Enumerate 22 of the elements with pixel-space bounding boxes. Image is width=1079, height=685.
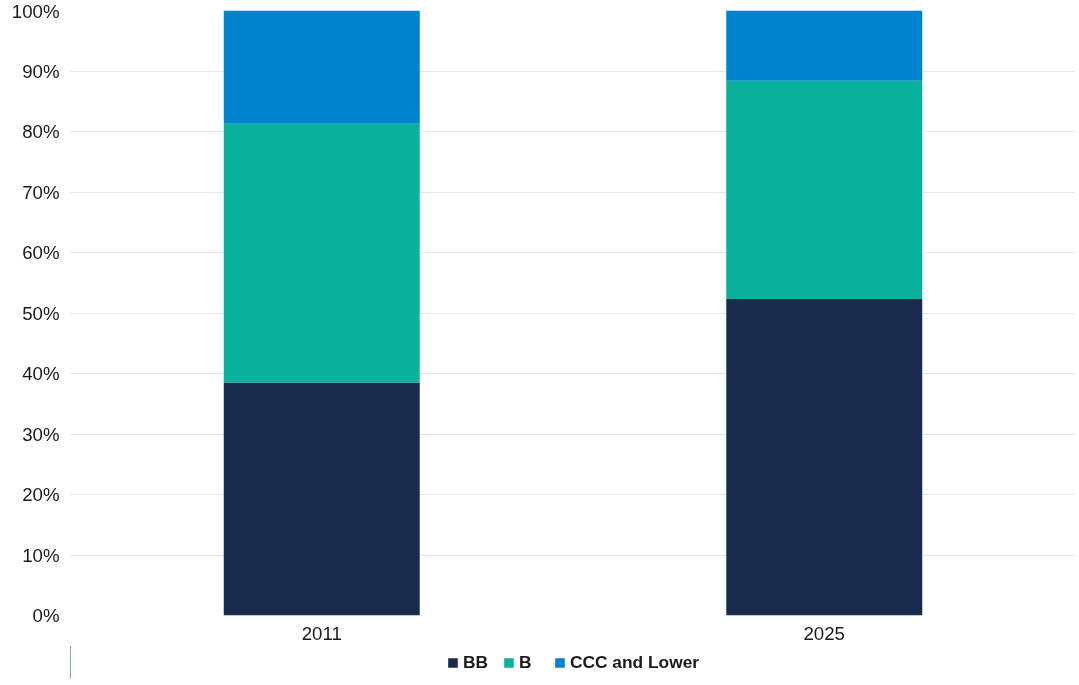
bar [223, 123, 420, 383]
bar [223, 10, 420, 124]
legend-label: CCC and Lower [570, 651, 700, 673]
y-tick-label: 100% [11, 0, 60, 22]
y-tick-label: 50% [22, 302, 60, 324]
y-tick-label: 60% [22, 242, 60, 263]
y-tick-label: 20% [22, 484, 60, 505]
y-tick-label: 40% [22, 363, 60, 384]
y-tick-label: 90% [22, 60, 60, 82]
x-tick-label: 2011 [301, 622, 342, 644]
y-tick-label: 80% [22, 121, 60, 142]
bar [223, 382, 420, 616]
x-tick-label: 2025 [803, 622, 846, 644]
bar [726, 10, 923, 81]
bar [726, 80, 923, 300]
legend-label: B [519, 651, 533, 673]
legend-label: BB [462, 651, 489, 673]
y-tick-label: 70% [22, 181, 60, 203]
y-tick-label: 30% [22, 423, 60, 445]
y-tick-label: 10% [22, 544, 60, 566]
y-tick-label: 0% [32, 605, 60, 626]
bar [726, 299, 923, 616]
